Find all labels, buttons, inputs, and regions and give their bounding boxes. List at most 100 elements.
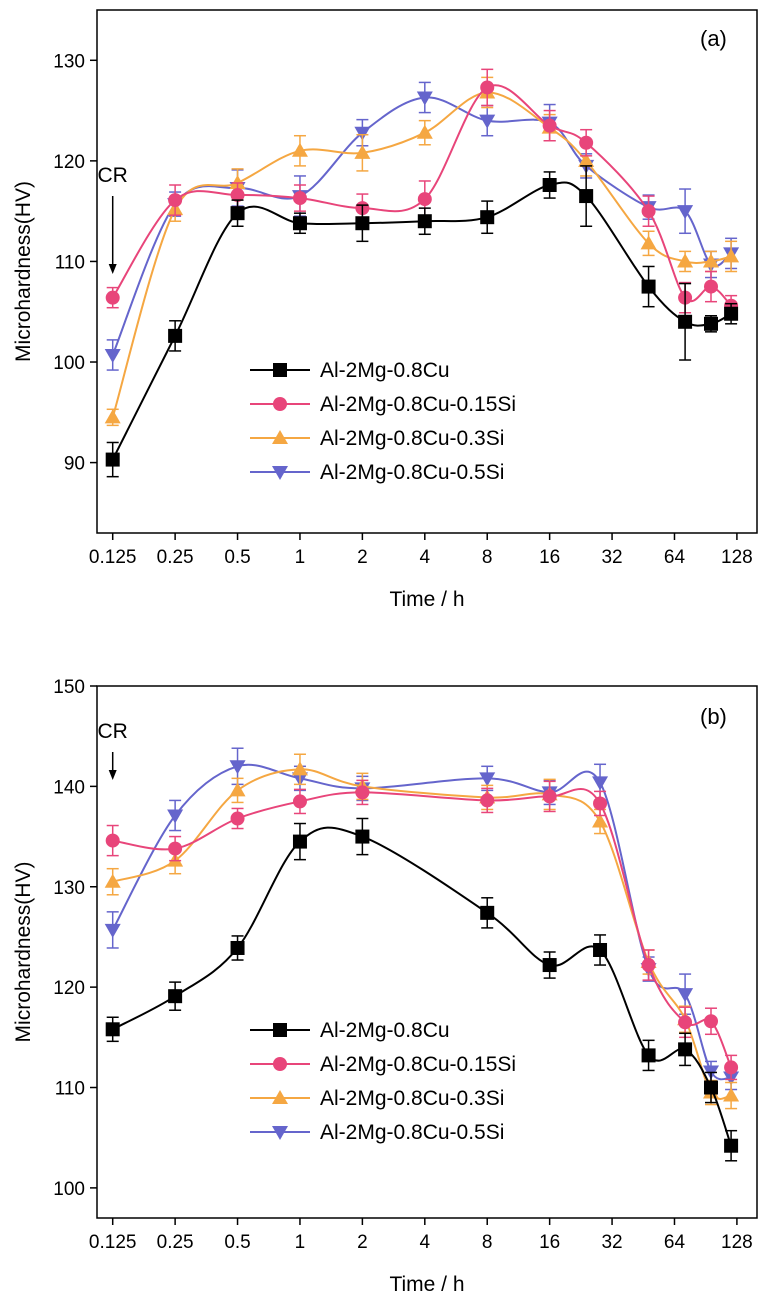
x-tick-label: 4 bbox=[420, 547, 431, 568]
series-0 bbox=[105, 817, 739, 1162]
series-line bbox=[111, 91, 732, 418]
data-point bbox=[592, 776, 609, 791]
legend-marker bbox=[272, 466, 288, 480]
legend-item: Al-2Mg-0.8Cu-0.5Si bbox=[250, 461, 504, 484]
data-point bbox=[168, 328, 183, 343]
data-point bbox=[479, 772, 496, 787]
legend-item: Al-2Mg-0.8Cu-0.3Si bbox=[250, 1087, 504, 1110]
data-point bbox=[579, 189, 594, 204]
series-0 bbox=[105, 165, 739, 478]
data-point bbox=[542, 958, 557, 973]
data-point bbox=[104, 873, 121, 888]
legend-marker bbox=[272, 430, 288, 444]
legend: Al-2Mg-0.8Cu Al-2Mg-0.8Cu-0.15Si Al-2Mg-0.… bbox=[250, 1019, 516, 1144]
x-tick-label: 0.25 bbox=[157, 547, 194, 568]
data-point bbox=[104, 409, 121, 424]
y-tick-label: 90 bbox=[64, 454, 85, 475]
legend-marker bbox=[272, 1090, 288, 1104]
cr-annotation: CR bbox=[98, 720, 128, 743]
data-point bbox=[354, 144, 371, 159]
legend-item: Al-2Mg-0.8Cu bbox=[250, 359, 450, 382]
legend-label: Al-2Mg-0.8Cu-0.15Si bbox=[320, 393, 516, 416]
data-point bbox=[105, 452, 120, 467]
data-point bbox=[291, 142, 308, 157]
data-point bbox=[724, 1060, 739, 1075]
data-point bbox=[678, 1015, 693, 1030]
data-point bbox=[480, 210, 495, 225]
data-point bbox=[677, 205, 694, 220]
legend-item: Al-2Mg-0.8Cu-0.15Si bbox=[250, 393, 516, 416]
plot-frame bbox=[96, 9, 758, 534]
data-point bbox=[480, 80, 495, 95]
x-tick-label: 0.125 bbox=[89, 1232, 137, 1253]
data-point bbox=[168, 841, 183, 856]
x-tick-label: 8 bbox=[482, 547, 493, 568]
y-tick-label: 100 bbox=[53, 353, 85, 374]
y-tick-label: 130 bbox=[53, 878, 85, 899]
x-tick-label: 4 bbox=[420, 1232, 431, 1253]
data-point bbox=[355, 216, 370, 231]
data-point bbox=[677, 253, 694, 268]
data-point bbox=[167, 809, 184, 824]
legend-label: Al-2Mg-0.8Cu-0.15Si bbox=[320, 1053, 516, 1076]
panel-label: (b) bbox=[700, 704, 727, 729]
data-point bbox=[703, 279, 718, 294]
data-point bbox=[579, 135, 594, 150]
x-axis-label: Time / h bbox=[389, 1273, 464, 1296]
data-point bbox=[479, 114, 496, 129]
data-point bbox=[593, 942, 608, 957]
data-point bbox=[354, 126, 371, 141]
data-point bbox=[480, 905, 495, 920]
legend: Al-2Mg-0.8Cu Al-2Mg-0.8Cu-0.15Si Al-2Mg-0.… bbox=[250, 359, 516, 484]
legend-label: Al-2Mg-0.8Cu bbox=[320, 1019, 450, 1042]
data-point bbox=[703, 1014, 718, 1029]
data-point bbox=[168, 989, 183, 1004]
y-axis-label: Microhardness(HV) bbox=[12, 181, 35, 362]
data-point bbox=[677, 988, 694, 1003]
data-point bbox=[230, 206, 245, 221]
data-point bbox=[724, 1138, 739, 1153]
data-point bbox=[723, 1087, 740, 1102]
x-tick-label: 0.25 bbox=[157, 1232, 194, 1253]
panel-label: (a) bbox=[700, 26, 727, 51]
data-point bbox=[230, 811, 245, 826]
legend-label: Al-2Mg-0.8Cu-0.5Si bbox=[320, 1121, 504, 1144]
y-tick-label: 150 bbox=[53, 677, 85, 698]
data-point bbox=[678, 1042, 693, 1057]
data-point bbox=[593, 796, 608, 811]
x-tick-label: 64 bbox=[664, 547, 686, 568]
data-point bbox=[230, 940, 245, 955]
x-tick-label: 16 bbox=[539, 1232, 560, 1253]
data-point bbox=[592, 813, 609, 828]
cr-annotation: CR bbox=[98, 164, 128, 187]
data-point bbox=[641, 958, 656, 973]
legend-marker bbox=[273, 363, 287, 377]
data-point bbox=[417, 214, 432, 229]
x-tick-label: 0.125 bbox=[89, 547, 137, 568]
data-point bbox=[416, 91, 433, 106]
x-tick-label: 128 bbox=[721, 1232, 753, 1253]
legend-label: Al-2Mg-0.8Cu bbox=[320, 359, 450, 382]
x-tick-label: 64 bbox=[664, 1232, 686, 1253]
x-tick-label: 8 bbox=[482, 1232, 493, 1253]
data-point bbox=[542, 789, 557, 804]
data-point bbox=[641, 1048, 656, 1063]
legend-label: Al-2Mg-0.8Cu-0.5Si bbox=[320, 461, 504, 484]
legend-marker bbox=[273, 397, 287, 411]
x-tick-label: 2 bbox=[357, 1232, 368, 1253]
data-point bbox=[229, 174, 246, 189]
data-point bbox=[416, 124, 433, 139]
x-tick-label: 0.5 bbox=[224, 547, 250, 568]
data-point bbox=[104, 348, 121, 363]
data-point bbox=[703, 316, 718, 331]
y-tick-label: 110 bbox=[55, 252, 85, 273]
data-point bbox=[105, 833, 120, 848]
x-tick-label: 32 bbox=[601, 1232, 622, 1253]
series-1 bbox=[105, 68, 739, 317]
x-tick-label: 1 bbox=[295, 1232, 306, 1253]
legend-marker bbox=[273, 1023, 287, 1037]
data-point bbox=[104, 923, 121, 938]
chart-panel-a: 90 100 110 120 130 0.125 0.25 0.5 1 2 4 8 16 32 64 128 T… bbox=[12, 9, 758, 611]
y-axis-label: Microhardness(HV) bbox=[12, 862, 35, 1043]
y-tick-label: 110 bbox=[55, 1079, 85, 1100]
